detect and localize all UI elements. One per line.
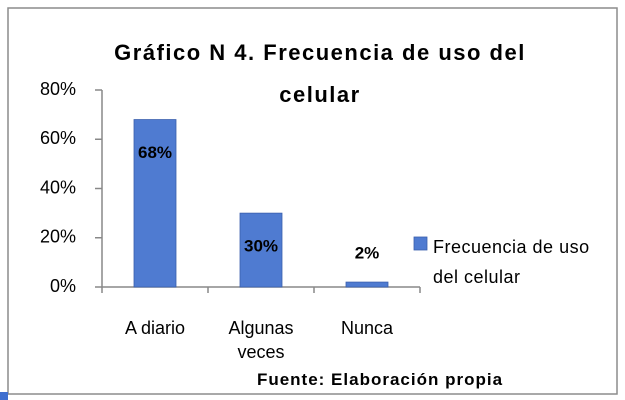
y-tick-label: 80% [40, 79, 76, 99]
data-label: 68% [138, 143, 172, 162]
y-tick-label: 40% [40, 177, 76, 197]
chart-title: Gráfico N 4. Frecuencia de uso del celul… [114, 40, 526, 107]
chart-border [7, 7, 618, 395]
bar [239, 212, 283, 288]
y-tick-label: 0% [50, 276, 76, 296]
bar [133, 119, 177, 288]
x-tick-label: A diario [124, 318, 186, 338]
x-tick-label: Nunca [340, 318, 394, 338]
legend-label: Frecuencia de uso del celular [433, 237, 590, 287]
y-tick-label: 20% [40, 227, 76, 247]
data-label: 30% [244, 237, 278, 256]
data-label: 2% [355, 244, 380, 263]
x-tick-label: Algunas veces [228, 318, 294, 362]
bar [345, 281, 389, 288]
y-tick-label: 60% [40, 128, 76, 148]
corner-marker [0, 392, 8, 400]
source-note: Fuente: Elaboración propia [256, 370, 504, 389]
legend-swatch [413, 236, 428, 251]
